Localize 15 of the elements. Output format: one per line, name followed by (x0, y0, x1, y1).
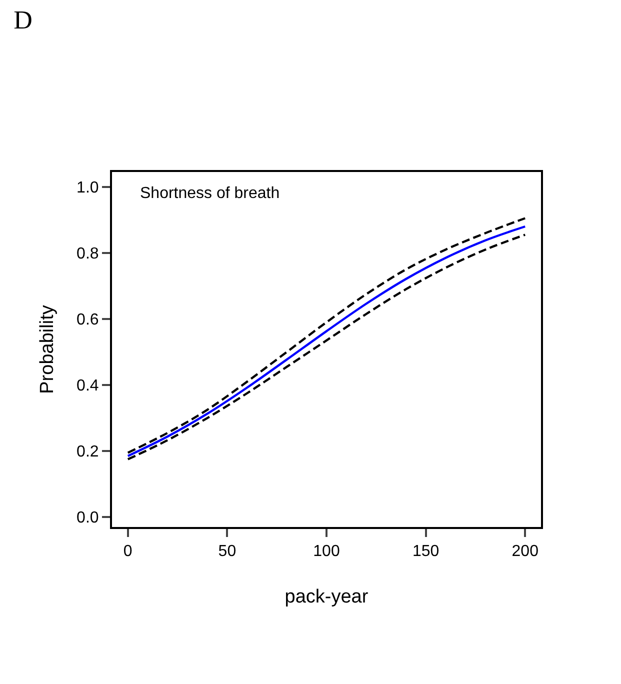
annotation: Shortness of breath (140, 185, 280, 202)
y-tick-label: 0.6 (76, 312, 99, 329)
y-tick-label: 0.4 (76, 378, 99, 395)
y-tick-label: 0.2 (76, 444, 99, 461)
x-tick-label: 150 (412, 543, 440, 560)
x-tick-label: 200 (512, 543, 539, 560)
y-tick-label: 1.0 (76, 179, 99, 196)
y-tick-label: 0.8 (76, 246, 99, 263)
chart-title: D (14, 5, 32, 34)
y-tick-label: 0.0 (76, 510, 99, 527)
y-axis-title: Probability (36, 304, 58, 394)
x-tick-label: 100 (313, 543, 340, 560)
x-tick-label: 50 (218, 543, 236, 560)
x-axis-title: pack-year (284, 586, 369, 608)
x-tick-label: 0 (123, 543, 132, 560)
